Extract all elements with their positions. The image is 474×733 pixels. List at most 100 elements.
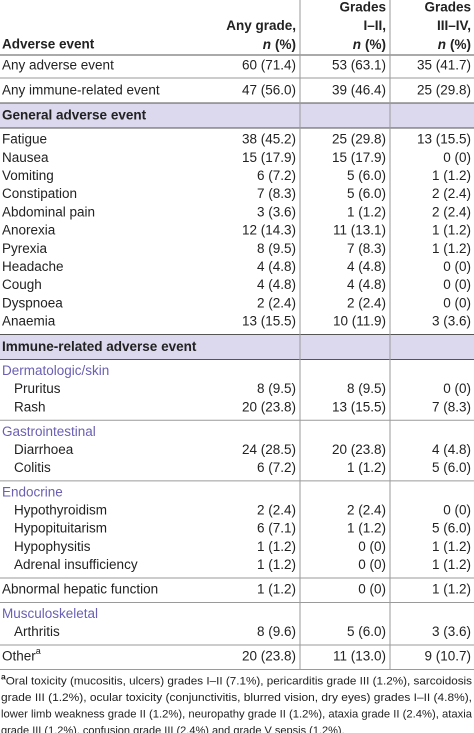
cell: 4 (4.8) [347,277,386,292]
cell: 6 (7.1) [257,521,296,536]
cell: 5 (6.0) [347,624,386,639]
column-unit: n (%) [263,37,296,52]
cell: 0 (0) [443,277,471,292]
cell: 20 (23.8) [242,649,296,664]
cell: 13 (15.5) [242,314,296,329]
row-label: Anorexia [2,223,56,238]
footnote-text: Oral toxicity (mucositis, ulcers) grades… [6,675,473,687]
cell: 20 (23.8) [332,442,386,457]
cell: 6 (7.2) [257,460,296,475]
cell: 1 (1.2) [432,539,471,554]
section-band [0,103,474,128]
cell: 3 (3.6) [432,314,471,329]
cell: 20 (23.8) [242,399,296,414]
group-name: Endocrine [2,484,63,499]
row-label: Headache [2,259,64,274]
column-header: Grades [339,0,386,15]
cell: 1 (1.2) [257,539,296,554]
column-header: Grades [424,0,471,15]
cell: 1 (1.2) [432,582,471,597]
unit: (%) [450,37,471,52]
cell: 35 (41.7) [417,58,471,73]
cell: 4 (4.8) [257,277,296,292]
column-unit: n (%) [438,37,471,52]
footnote-marker: a [36,646,41,656]
row-label: Othera [2,646,41,663]
cell: 5 (6.0) [432,460,471,475]
row-label: Hypothyroidism [14,502,107,517]
row-label: Anaemia [2,314,56,329]
cell: 2 (2.4) [257,295,296,310]
group-name: Musculoskeletal [2,606,98,621]
cell: 12 (14.3) [242,223,296,238]
cell: 0 (0) [443,502,471,517]
footnote-text: grade III (1.2%), confusion grade III (2… [1,725,345,733]
row-label: Vomiting [2,168,54,183]
cell: 11 (13.1) [333,223,386,238]
cell: 60 (71.4) [242,58,296,73]
cell: 6 (7.2) [257,168,296,183]
cell: 0 (0) [443,381,471,396]
cell: 1 (1.2) [257,582,296,597]
row-label: Adrenal insufficiency [14,557,138,572]
unit: (%) [365,37,386,52]
cell: 2 (2.4) [432,186,471,201]
footnote: lower limb weakness grade II (1.2%), neu… [1,708,473,720]
cell: 38 (45.2) [242,132,296,147]
row-label: Pyrexia [2,241,48,256]
cell: 4 (4.8) [257,259,296,274]
row-label: Abdominal pain [2,204,95,219]
cell: 0 (0) [443,295,471,310]
cell: 13 (15.5) [332,399,386,414]
section-title: Immune-related adverse event [2,339,197,354]
row-label: Any adverse event [2,58,114,73]
footnote: grade III (1.2%), confusion grade III (2… [1,725,345,733]
cell: 24 (28.5) [242,442,296,457]
footnote: grade III (1.2%), ocular toxicity (conju… [1,692,472,704]
row-label: Hypophysitis [14,539,91,554]
cell: 0 (0) [443,259,471,274]
row-label: Diarrhoea [14,442,74,457]
unit-var: n [353,37,361,52]
cell: 1 (1.2) [432,241,471,256]
footnote-text: grade III (1.2%), ocular toxicity (conju… [1,692,472,704]
unit: (%) [275,37,296,52]
group-name: Gastrointestinal [2,424,96,439]
cell: 7 (8.3) [347,241,386,256]
row-label: Hypopituitarism [14,521,107,536]
footnote-text: lower limb weakness grade II (1.2%), neu… [1,708,473,720]
cell: 39 (46.4) [332,83,386,98]
group-name: Dermatologic/skin [2,363,109,378]
section-band [0,334,474,360]
cell: 9 (10.7) [424,649,471,664]
row-label: Nausea [2,150,49,165]
cell: 0 (0) [358,539,386,554]
cell: 3 (3.6) [432,624,471,639]
column-header: Any grade, [226,18,296,33]
cell: 7 (8.3) [432,399,471,414]
row-label: Arthritis [14,624,60,639]
cell: 10 (11.9) [333,314,386,329]
cell: 2 (2.4) [347,295,386,310]
row-label: Constipation [2,186,77,201]
row-label: Abnormal hepatic function [2,582,158,597]
row-label: Dyspnoea [2,295,63,310]
cell: 1 (1.2) [257,557,296,572]
column-header: I–II, [363,18,386,33]
cell: 5 (6.0) [432,521,471,536]
column-header: III–IV, [437,18,471,33]
cell: 5 (6.0) [347,186,386,201]
header-label: Adverse event [2,37,95,52]
cell: 8 (9.5) [257,241,296,256]
cell: 4 (4.8) [347,259,386,274]
cell: 2 (2.4) [432,204,471,219]
row-label: Rash [14,399,46,414]
cell: 1 (1.2) [347,204,386,219]
cell: 1 (1.2) [432,557,471,572]
cell: 15 (17.9) [242,150,296,165]
unit-var: n [438,37,446,52]
cell: 5 (6.0) [347,168,386,183]
cell: 1 (1.2) [347,460,386,475]
